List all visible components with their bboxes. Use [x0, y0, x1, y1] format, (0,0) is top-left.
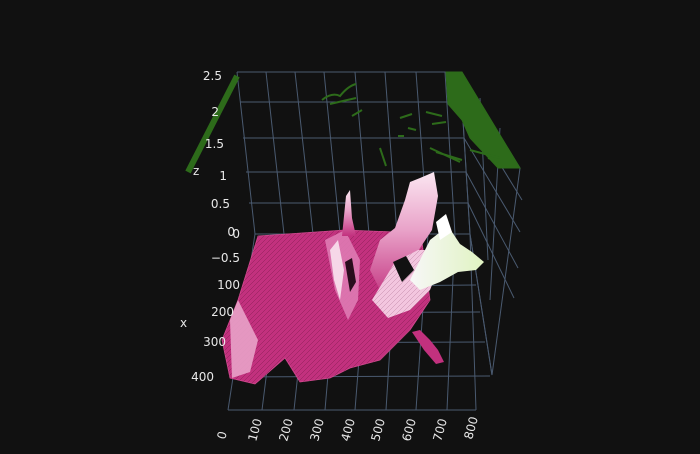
- y-tick-label: 0: [214, 430, 230, 441]
- z-tick-label: 0.5: [211, 197, 230, 211]
- y-tick-label: 200: [276, 417, 295, 443]
- z-tick-label: 0: [227, 225, 235, 239]
- z-tick-label: 1.5: [205, 137, 224, 151]
- y-axis-ticks: 0 100 200 300 400 500 600 700 800: [214, 415, 480, 443]
- top-projection: [321, 71, 521, 169]
- z-tick-label: 2.5: [203, 69, 222, 83]
- y-tick-label: 400: [338, 417, 357, 443]
- x-tick-label: 0: [232, 227, 240, 241]
- y-tick-label: 800: [461, 415, 480, 441]
- x-tick-label: 100: [217, 278, 240, 292]
- y-tick-label: 600: [399, 417, 418, 443]
- left-wall-projection: [185, 74, 240, 174]
- z-axis-ticks: −0.5 0 0.5 1 1.5 2 2.5: [203, 69, 240, 265]
- y-tick-label: 100: [245, 417, 264, 443]
- z-tick-label: −0.5: [211, 251, 240, 265]
- y-tick-label: 300: [307, 417, 326, 443]
- surface-mesh: [221, 172, 484, 385]
- z-axis-label: z: [193, 164, 199, 178]
- x-axis-ticks: 0 100 200 300 400: [191, 227, 240, 384]
- z-tick-label: 1: [219, 169, 227, 183]
- z-tick-label: 2: [211, 105, 219, 119]
- x-tick-label: 200: [211, 305, 234, 319]
- y-tick-label: 500: [368, 417, 387, 443]
- x-tick-label: 300: [203, 335, 226, 349]
- x-axis-label: x: [180, 316, 187, 330]
- y-tick-label: 700: [430, 417, 449, 443]
- x-tick-label: 400: [191, 370, 214, 384]
